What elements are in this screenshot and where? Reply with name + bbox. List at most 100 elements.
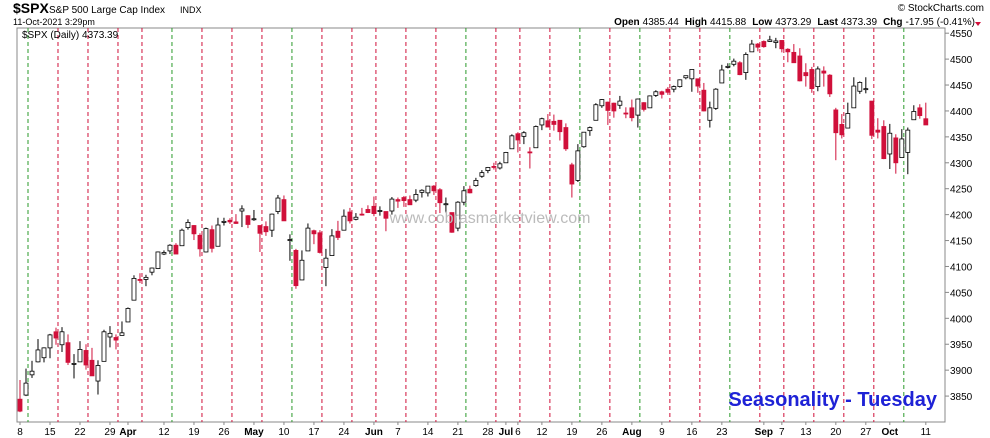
x-tick-label: 17 [308,427,320,438]
x-tick-label: 19 [566,427,578,438]
candle-body [869,100,875,136]
candle-body [149,267,155,273]
candle-body [791,51,797,64]
candle-body [731,60,737,65]
candle-body [863,88,869,91]
candle-body [287,239,293,241]
candle-body [305,227,311,252]
x-tick-label: 24 [338,427,350,438]
x-tick-label: 7 [779,427,785,438]
candle-body [821,70,827,74]
x-tick-label: 8 [17,427,23,438]
candle-body [839,124,845,136]
candle-body [551,120,557,125]
candle-body [485,167,491,171]
x-tick-label: 26 [596,427,608,438]
x-tick-label: 26 [218,427,230,438]
candle-body [269,213,275,231]
candle-body [275,197,281,212]
candle-body [497,163,503,169]
candle-body [905,129,911,153]
candle-body [17,398,23,412]
candle-body [539,118,545,126]
candle-body [809,69,815,90]
candle-body [347,211,353,222]
candle-body [329,235,335,256]
candle-body [359,213,365,216]
candle-body [167,244,173,252]
x-tick-label: Jun [365,427,383,438]
candle-body [713,88,719,109]
candle-body [197,234,203,250]
x-tick-label: 7 [395,427,401,438]
exchange: INDX [180,5,202,15]
candle-body [203,228,209,253]
candle-body [143,276,149,280]
symbol: $SPX [13,0,49,16]
x-tick-label: 13 [800,427,812,438]
x-tick-label: Jul [499,427,514,438]
candle-body [89,359,95,377]
candle-body [503,152,509,164]
candle-body [419,189,425,193]
index-name: S&P 500 Large Cap Index [49,5,165,16]
candle-body [899,138,905,159]
candle-body [881,126,887,160]
y-tick-label: 4500 [950,55,973,66]
candle-body [77,349,83,363]
candle-body [701,89,707,112]
candle-body [215,224,221,247]
candle-body [137,279,143,281]
candle-body [773,40,779,43]
quote-label: Chg [883,17,902,28]
quote-value: 4373.29 [775,17,812,28]
candle-body [647,95,653,109]
x-tick-label: Oct [881,427,898,438]
x-tick-label: 29 [104,427,116,438]
candle-body [665,88,671,93]
quote-label: Low [752,17,772,28]
candle-body [689,69,695,80]
candle-body [185,222,191,228]
candle-body [371,205,377,214]
candle-body [293,250,299,287]
candle-body [59,331,65,346]
candle-body [911,111,917,121]
plot-frame [16,27,946,423]
candle-body [437,189,443,204]
candle-body [491,166,497,168]
x-tick-label: 11 [921,427,932,438]
candle-body [131,277,137,301]
candle-body [125,308,131,323]
annotation: Seasonality - Tuesday [728,389,937,411]
candle-body [161,252,167,255]
candle-body [857,82,863,92]
candle-body [593,104,599,121]
candle-body [221,220,227,223]
candle-body [695,78,701,87]
candle-body [425,185,431,194]
quote: Open 4385.44 High 4415.88 Low 4373.29 Last 4373… [614,17,975,28]
candle-body [407,199,413,206]
candle-body [533,126,539,149]
candle-body [209,229,215,249]
candle-body [569,164,575,185]
candle-body [323,257,329,268]
candle-body [545,120,551,128]
candle-body [413,194,419,201]
candle-body [473,180,479,186]
y-tick-label: 3950 [950,340,973,351]
watermark: www.cobrasmarketview.com [389,210,591,227]
x-tick-label: 12 [158,427,170,438]
candle-body [845,113,851,129]
candle-body [179,229,185,247]
quote-label: High [685,17,707,28]
y-tick-label: 4000 [950,314,973,325]
candle-body [515,133,521,141]
candle-body [827,74,833,95]
candle-body [227,219,233,223]
candle-body [41,347,47,359]
candle-body [431,185,437,192]
candle-body [923,118,929,126]
